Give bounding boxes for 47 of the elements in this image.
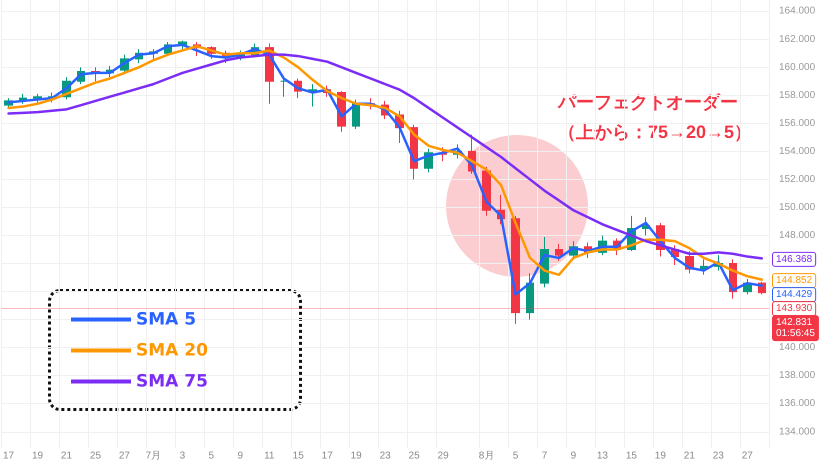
y-tick-label: 152.000 bbox=[779, 174, 816, 185]
legend-label: SMA 5 bbox=[136, 310, 196, 330]
x-tick-label: 27 bbox=[118, 450, 130, 461]
y-tick-label: 138.000 bbox=[779, 370, 816, 382]
ref-line-label: 142.831 01:56:45 bbox=[776, 317, 816, 340]
x-tick-label: 13 bbox=[596, 450, 608, 461]
x-tick-label: 23 bbox=[380, 450, 392, 461]
x-tick-label: 21 bbox=[60, 450, 72, 461]
x-tick-label: 3 bbox=[180, 450, 186, 461]
data-label: 146.368 bbox=[776, 254, 813, 265]
y-tick-label: 140.000 bbox=[779, 342, 816, 354]
y-tick-label: 162.000 bbox=[779, 34, 816, 45]
data-label: 144.429 bbox=[776, 289, 813, 300]
y-tick-label: 160.000 bbox=[779, 62, 816, 73]
x-tick-label: 15 bbox=[292, 450, 304, 461]
y-tick-label: 158.000 bbox=[779, 90, 816, 101]
y-tick-label: 134.000 bbox=[779, 426, 816, 438]
x-tick-label: 27 bbox=[742, 450, 754, 461]
x-tick-label: 11 bbox=[264, 450, 275, 461]
x-tick-label: 7月 bbox=[146, 450, 162, 461]
x-tick-label: 25 bbox=[408, 450, 420, 461]
x-tick-label: 5 bbox=[208, 450, 215, 461]
x-tick-label: 7 bbox=[542, 450, 548, 461]
y-tick-label: 164.000 bbox=[779, 6, 816, 17]
x-tick-label: 19 bbox=[350, 450, 362, 461]
y-tick-label: 148.000 bbox=[779, 230, 816, 242]
y-tick-label: 156.000 bbox=[779, 118, 816, 129]
y-tick-label: 150.000 bbox=[779, 202, 816, 213]
legend-label: SMA 75 bbox=[136, 372, 208, 392]
x-tick-label: 21 bbox=[684, 450, 696, 461]
x-tick-label: 19 bbox=[32, 450, 44, 461]
x-tick-label: 17 bbox=[322, 450, 334, 461]
x-tick-label: 29 bbox=[438, 450, 450, 461]
x-tick-label: 5 bbox=[512, 450, 519, 461]
data-label: 144.852 bbox=[776, 275, 813, 286]
x-tick-label: 23 bbox=[712, 450, 724, 461]
legend-label: SMA 20 bbox=[136, 340, 208, 360]
x-tick-label: 25 bbox=[90, 450, 102, 461]
x-tick-label: 9 bbox=[570, 450, 577, 461]
y-tick-label: 154.000 bbox=[779, 146, 816, 157]
x-tick-label: 19 bbox=[654, 450, 666, 461]
text: 143.930 bbox=[776, 303, 812, 314]
x-tick-label: 9 bbox=[238, 450, 244, 461]
x-tick-label: 17 bbox=[2, 450, 15, 461]
y-tick-label: 136.000 bbox=[779, 398, 816, 410]
x-tick-label: 15 bbox=[626, 450, 638, 461]
x-tick-label: 8月 bbox=[478, 450, 494, 461]
